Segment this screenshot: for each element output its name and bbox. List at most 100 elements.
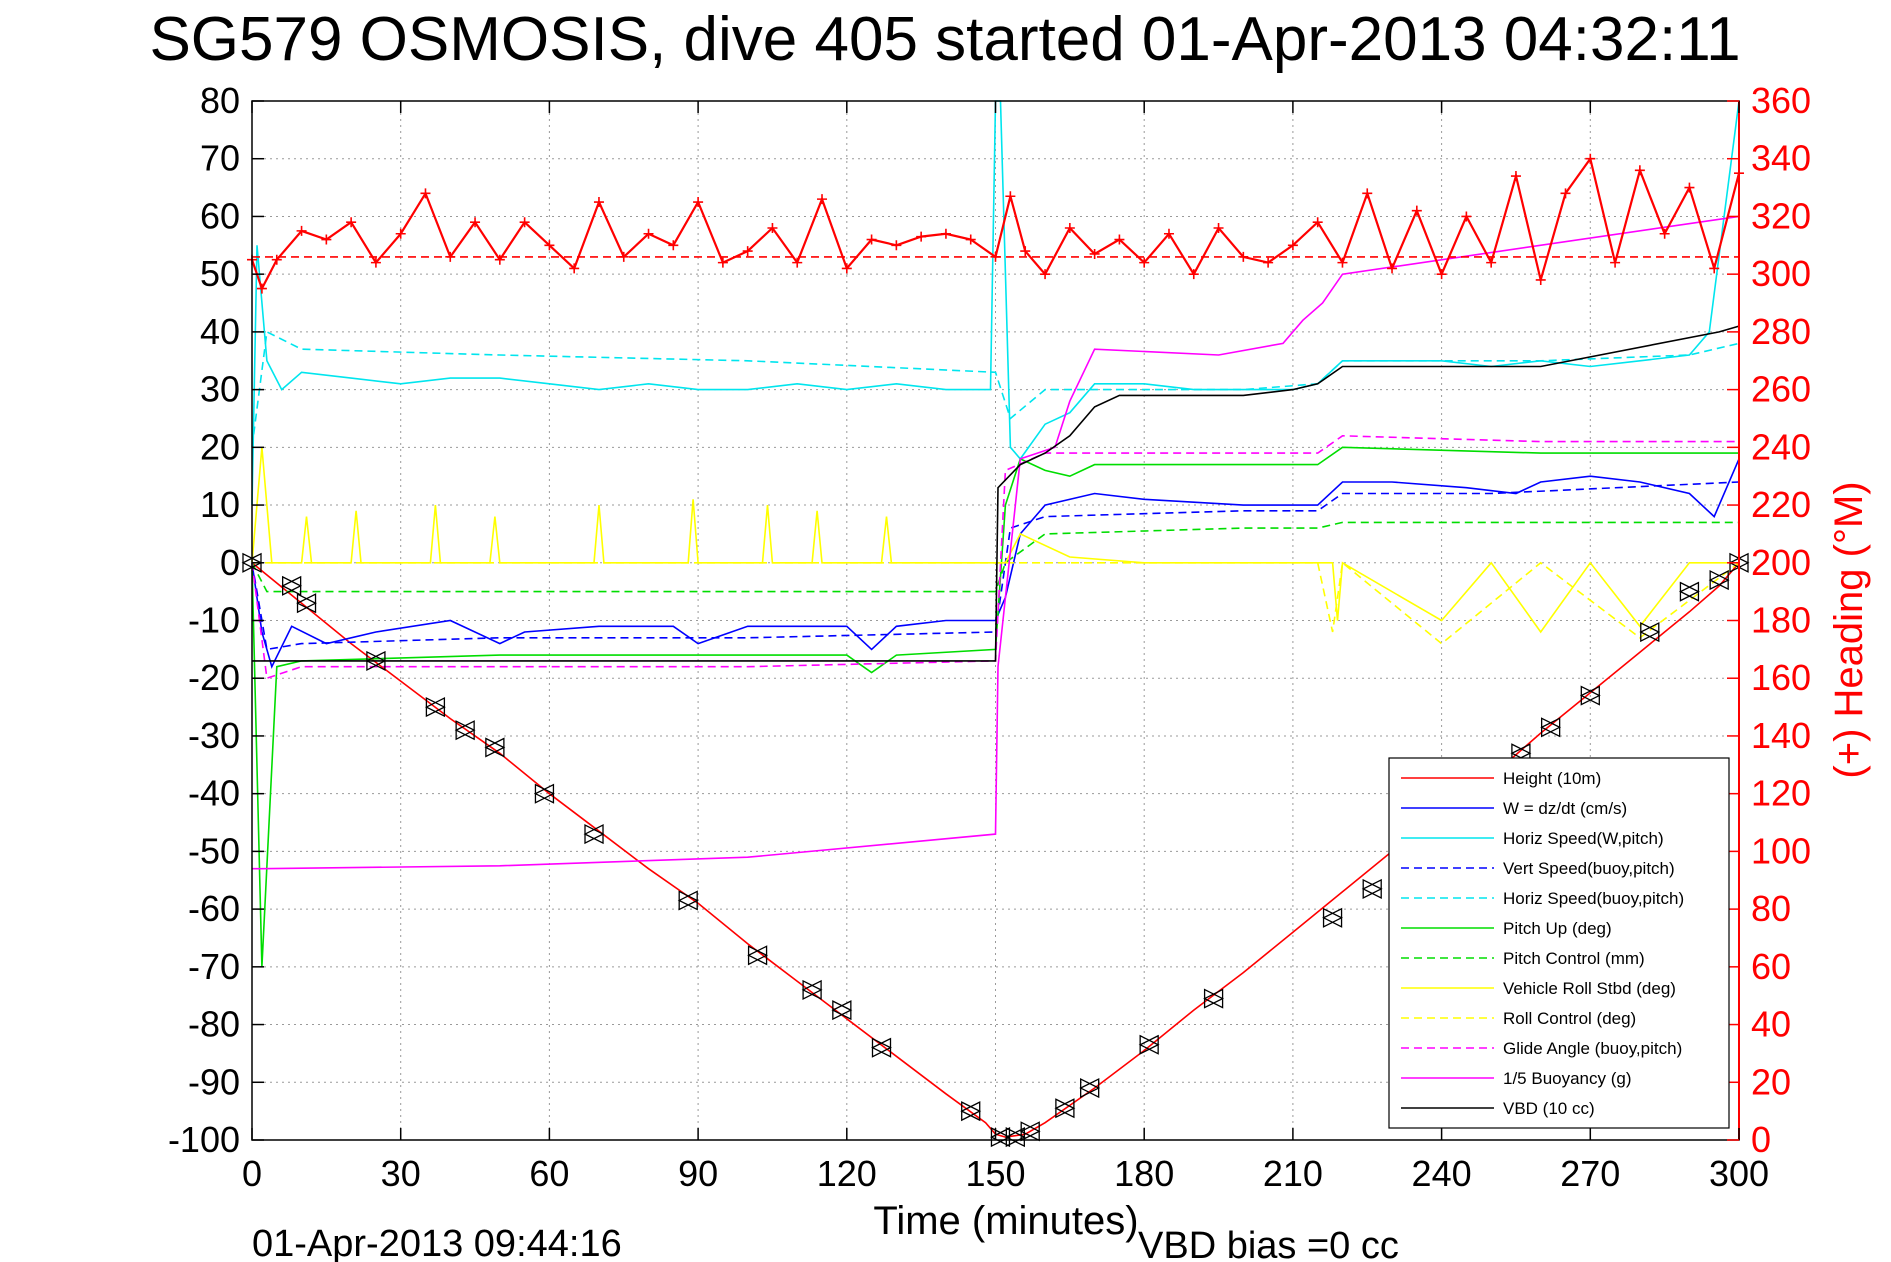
heading-point bbox=[1510, 171, 1521, 182]
y-tick-label: 30 bbox=[200, 369, 240, 410]
heading-point bbox=[1263, 257, 1274, 268]
height-marker bbox=[1579, 685, 1601, 706]
height-marker bbox=[365, 650, 387, 671]
heading-point bbox=[395, 228, 406, 239]
y-axis-right-ticks: 3603403203002802602402202001801601401201… bbox=[1727, 80, 1811, 1160]
height-marker bbox=[454, 720, 476, 741]
y-tick-label: -10 bbox=[188, 600, 240, 641]
height-marker bbox=[990, 1127, 1011, 1148]
series-vehicle-roll-stbd-deg bbox=[251, 447, 1739, 634]
height-marker bbox=[1019, 1121, 1041, 1142]
y-right-tick-label: 0 bbox=[1751, 1119, 1771, 1160]
heading-point bbox=[1436, 269, 1447, 280]
y-tick-label: 60 bbox=[200, 195, 240, 236]
heading-point bbox=[519, 217, 530, 228]
x-tick-label: 60 bbox=[529, 1153, 569, 1194]
heading-point bbox=[1634, 165, 1645, 176]
height-marker bbox=[281, 575, 303, 596]
series-1-5-buoyancy-g bbox=[252, 215, 1740, 870]
heading-point bbox=[1287, 240, 1298, 251]
height-marker bbox=[1678, 581, 1700, 602]
heading-point bbox=[420, 188, 431, 199]
x-axis-label: Time (minutes) bbox=[873, 1199, 1138, 1243]
legend-item-label: Height (10m) bbox=[1503, 769, 1601, 788]
legend: Height (10m) W = dz/dt (cm/s) Horiz Speed(… bbox=[1388, 757, 1730, 1129]
heading-point bbox=[544, 240, 555, 251]
y-tick-label: 0 bbox=[220, 542, 240, 583]
series-vert-speed-buoy-pitch bbox=[251, 481, 1740, 651]
height-marker bbox=[296, 593, 317, 614]
heading-point bbox=[1486, 257, 1497, 268]
y-axis-right-label: (+) Heading (°M) bbox=[1827, 481, 1871, 778]
y-tick-label: -60 bbox=[188, 888, 240, 929]
heading-point bbox=[593, 197, 604, 208]
y-right-tick-label: 160 bbox=[1751, 657, 1811, 698]
heading-point bbox=[1709, 263, 1720, 274]
height-marker bbox=[801, 979, 823, 1000]
x-tick-label: 180 bbox=[1114, 1153, 1174, 1194]
height-marker bbox=[533, 783, 555, 804]
heading-point bbox=[296, 225, 307, 236]
height-marker bbox=[1361, 878, 1383, 899]
heading-point bbox=[271, 254, 282, 265]
height-marker bbox=[960, 1101, 982, 1122]
y-right-tick-label: 100 bbox=[1751, 830, 1811, 871]
legend-box bbox=[1388, 757, 1730, 1129]
x-tick-label: 300 bbox=[1709, 1153, 1769, 1194]
heading-point bbox=[891, 240, 902, 251]
series-layer bbox=[247, 100, 1744, 1138]
x-tick-label: 120 bbox=[817, 1153, 877, 1194]
heading-point bbox=[1337, 257, 1348, 268]
x-axis-ticks: 0 30 60 90 120 150 180 210 240 270 300 bbox=[242, 101, 1769, 1194]
heading-point bbox=[1114, 234, 1125, 245]
heading-point bbox=[965, 234, 976, 245]
heading-point bbox=[321, 234, 332, 245]
legend-item-label: Vert Speed(buoy,pitch) bbox=[1503, 859, 1675, 878]
series-glide-angle-buoy-pitch bbox=[251, 434, 1739, 680]
heading-point bbox=[1089, 248, 1100, 259]
heading-point bbox=[1188, 269, 1199, 280]
y-tick-label: -90 bbox=[188, 1061, 240, 1102]
heading-point bbox=[1461, 211, 1472, 222]
heading-point bbox=[569, 263, 580, 274]
y-tick-label: -40 bbox=[188, 773, 240, 814]
heading-point bbox=[1163, 228, 1174, 239]
series-roll-control-deg bbox=[252, 561, 1740, 645]
heading-point bbox=[1213, 222, 1224, 233]
height-marker bbox=[1203, 988, 1225, 1009]
heading-point bbox=[1040, 269, 1051, 280]
x-tick-label: 210 bbox=[1263, 1153, 1323, 1194]
series-horiz-speed-w-pitch bbox=[251, 100, 1740, 506]
height-marker bbox=[871, 1037, 892, 1058]
y-tick-label: -100 bbox=[168, 1119, 240, 1160]
legend-item-label: Roll Control (deg) bbox=[1503, 1009, 1636, 1028]
height-marker bbox=[484, 737, 506, 758]
height-marker bbox=[747, 945, 769, 966]
y-tick-label: -30 bbox=[188, 715, 240, 756]
height-marker bbox=[1138, 1034, 1160, 1055]
y-right-tick-label: 260 bbox=[1751, 369, 1811, 410]
heading-point bbox=[1585, 153, 1596, 164]
y-right-tick-label: 180 bbox=[1751, 600, 1811, 641]
heading-point bbox=[940, 228, 951, 239]
y-right-tick-label: 20 bbox=[1751, 1061, 1791, 1102]
y-tick-label: 70 bbox=[200, 138, 240, 179]
y-axis-ticks: 80 70 60 50 40 30 20 10 0 -10 -20 -30 -40 -50 -60 -70 -8… bbox=[168, 80, 264, 1160]
heading-point bbox=[1610, 257, 1621, 268]
heading-point bbox=[370, 257, 381, 268]
height-marker bbox=[1054, 1098, 1076, 1119]
heading-point bbox=[916, 231, 927, 242]
height-marker bbox=[1639, 621, 1661, 643]
y-tick-label: 80 bbox=[200, 80, 240, 121]
y-right-tick-label: 320 bbox=[1751, 195, 1811, 236]
heading-point bbox=[1362, 188, 1373, 199]
legend-item-label: Horiz Speed(W,pitch) bbox=[1503, 829, 1664, 848]
heading-point bbox=[1020, 246, 1031, 257]
x-tick-label: 150 bbox=[965, 1153, 1025, 1194]
chart-title: SG579 OSMOSIS, dive 405 started 01-Apr-2… bbox=[149, 5, 1740, 74]
heading-point bbox=[256, 283, 267, 294]
x-tick-label: 270 bbox=[1560, 1153, 1620, 1194]
y-right-tick-label: 360 bbox=[1751, 80, 1811, 121]
x-tick-label: 90 bbox=[678, 1153, 718, 1194]
